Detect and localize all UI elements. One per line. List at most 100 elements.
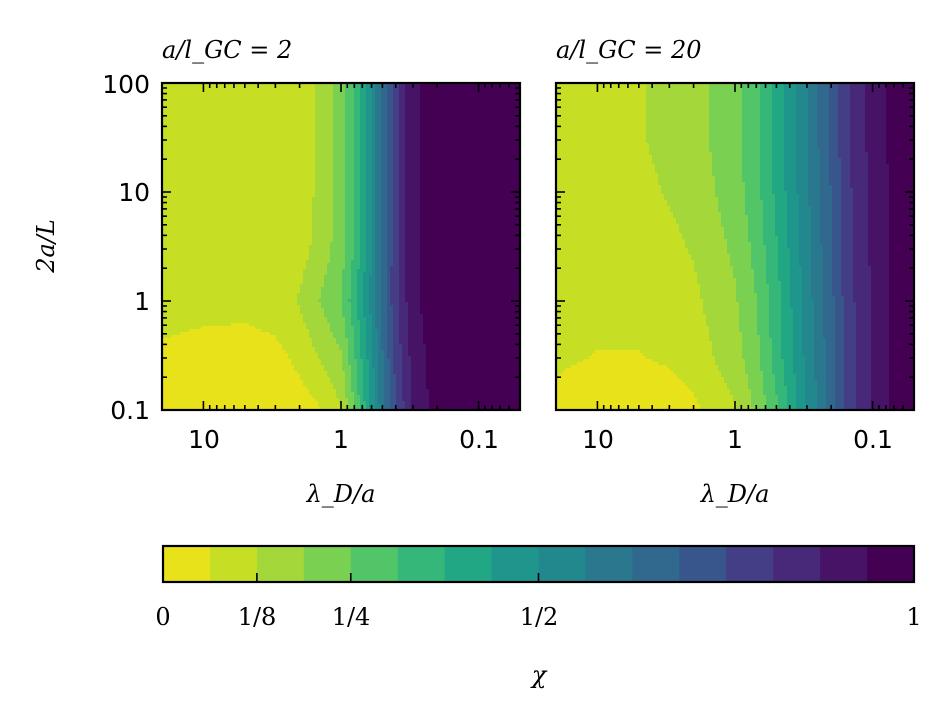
contour-cell (498, 110, 502, 114)
contour-cell (249, 107, 253, 111)
contour-cell (303, 167, 307, 171)
contour-cell (174, 101, 178, 105)
contour-cell (342, 167, 346, 171)
contour-cell (516, 164, 520, 168)
contour-cell (504, 101, 508, 105)
contour-cell (216, 185, 220, 189)
contour-cell (189, 188, 193, 192)
contour-cell (375, 98, 379, 102)
contour-cell (264, 104, 268, 108)
contour-cell (441, 122, 445, 126)
contour-cell (453, 179, 457, 183)
contour-cell (435, 104, 439, 108)
contour-cell (330, 161, 334, 165)
contour-cell (492, 149, 496, 153)
contour-cell (396, 158, 400, 162)
contour-cell (165, 110, 169, 114)
contour-cell (432, 161, 436, 165)
contour-cell (399, 173, 403, 177)
contour-cell (399, 86, 403, 90)
contour-cell (450, 176, 454, 180)
contour-cell (210, 95, 214, 99)
contour-cell (294, 149, 298, 153)
contour-cell (279, 89, 283, 93)
contour-cell (471, 161, 475, 165)
contour-cell (261, 101, 265, 105)
contour-cell (264, 137, 268, 141)
contour-cell (288, 95, 292, 99)
contour-cell (228, 134, 232, 138)
contour-cell (264, 107, 268, 111)
contour-cell (396, 167, 400, 171)
contour-cell (402, 131, 406, 135)
contour-cell (255, 134, 259, 138)
contour-cell (432, 164, 436, 168)
contour-cell (474, 188, 478, 192)
contour-cell (213, 89, 217, 93)
contour-cell (210, 134, 214, 138)
contour-cell (393, 149, 397, 153)
contour-cell (411, 179, 415, 183)
contour-cell (237, 125, 241, 129)
contour-cell (441, 155, 445, 159)
contour-cell (423, 107, 427, 111)
contour-cell (411, 182, 415, 186)
contour-cell (372, 86, 376, 90)
contour-cell (330, 170, 334, 174)
contour-cell (480, 107, 484, 111)
contour-cell (273, 122, 277, 126)
contour-cell (261, 110, 265, 114)
contour-cell (381, 110, 385, 114)
contour-cell (465, 95, 469, 99)
contour-cell (369, 182, 373, 186)
contour-cell (219, 86, 223, 90)
contour-cell (471, 104, 475, 108)
contour-cell (513, 125, 517, 129)
contour-cell (345, 167, 349, 171)
contour-cell (189, 116, 193, 120)
contour-cell (480, 149, 484, 153)
contour-cell (513, 137, 517, 141)
contour-cell (177, 143, 181, 147)
contour-cell (234, 125, 238, 129)
contour-cell (201, 170, 205, 174)
contour-cell (447, 92, 451, 96)
contour-cell (255, 149, 259, 153)
contour-cell (483, 158, 487, 162)
contour-cell (414, 95, 418, 99)
contour-cell (396, 86, 400, 90)
contour-cell (318, 176, 322, 180)
contour-cell (192, 116, 196, 120)
contour-cell (309, 110, 313, 114)
contour-cell (180, 98, 184, 102)
contour-cell (378, 134, 382, 138)
contour-cell (474, 107, 478, 111)
contour-cell (474, 149, 478, 153)
contour-cell (276, 134, 280, 138)
contour-cell (177, 158, 181, 162)
contour-cell (204, 173, 208, 177)
contour-cell (363, 128, 367, 132)
contour-cell (429, 131, 433, 135)
contour-cell (171, 161, 175, 165)
contour-cell (495, 89, 499, 93)
contour-cell (408, 101, 412, 105)
contour-cell (465, 98, 469, 102)
contour-cell (495, 83, 499, 87)
contour-cell (282, 173, 286, 177)
contour-cell (429, 95, 433, 99)
contour-cell (516, 188, 520, 192)
contour-cell (393, 140, 397, 144)
contour-cell (369, 92, 373, 96)
contour-cell (462, 173, 466, 177)
contour-cell (435, 134, 439, 138)
contour-cell (222, 161, 226, 165)
contour-cell (198, 173, 202, 177)
contour-cell (426, 104, 430, 108)
contour-cell (183, 152, 187, 156)
contour-cell (369, 185, 373, 189)
contour-cell (300, 125, 304, 129)
contour-cell (324, 191, 328, 195)
contour-cell (315, 137, 319, 141)
contour-cell (375, 116, 379, 120)
